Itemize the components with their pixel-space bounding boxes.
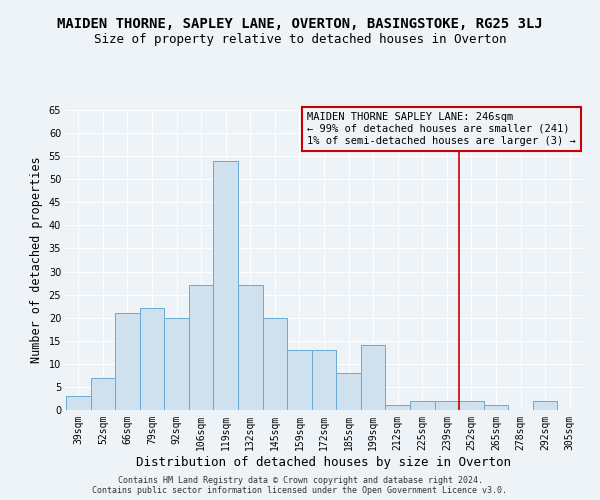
Bar	[263, 318, 287, 410]
Bar	[533, 401, 557, 410]
Bar	[312, 350, 336, 410]
Bar	[410, 401, 434, 410]
Bar	[66, 396, 91, 410]
Y-axis label: Number of detached properties: Number of detached properties	[30, 156, 43, 364]
Bar	[287, 350, 312, 410]
Bar	[336, 373, 361, 410]
Bar	[189, 286, 214, 410]
Bar	[459, 401, 484, 410]
Bar	[361, 346, 385, 410]
Text: Size of property relative to detached houses in Overton: Size of property relative to detached ho…	[94, 32, 506, 46]
Bar	[385, 406, 410, 410]
Bar	[434, 401, 459, 410]
Bar	[115, 313, 140, 410]
X-axis label: Distribution of detached houses by size in Overton: Distribution of detached houses by size …	[137, 456, 511, 468]
Bar	[164, 318, 189, 410]
Bar	[238, 286, 263, 410]
Bar	[214, 161, 238, 410]
Text: Contains HM Land Registry data © Crown copyright and database right 2024.
Contai: Contains HM Land Registry data © Crown c…	[92, 476, 508, 495]
Bar	[91, 378, 115, 410]
Text: MAIDEN THORNE SAPLEY LANE: 246sqm
← 99% of detached houses are smaller (241)
1% : MAIDEN THORNE SAPLEY LANE: 246sqm ← 99% …	[307, 112, 575, 146]
Bar	[484, 406, 508, 410]
Text: MAIDEN THORNE, SAPLEY LANE, OVERTON, BASINGSTOKE, RG25 3LJ: MAIDEN THORNE, SAPLEY LANE, OVERTON, BAS…	[57, 18, 543, 32]
Bar	[140, 308, 164, 410]
